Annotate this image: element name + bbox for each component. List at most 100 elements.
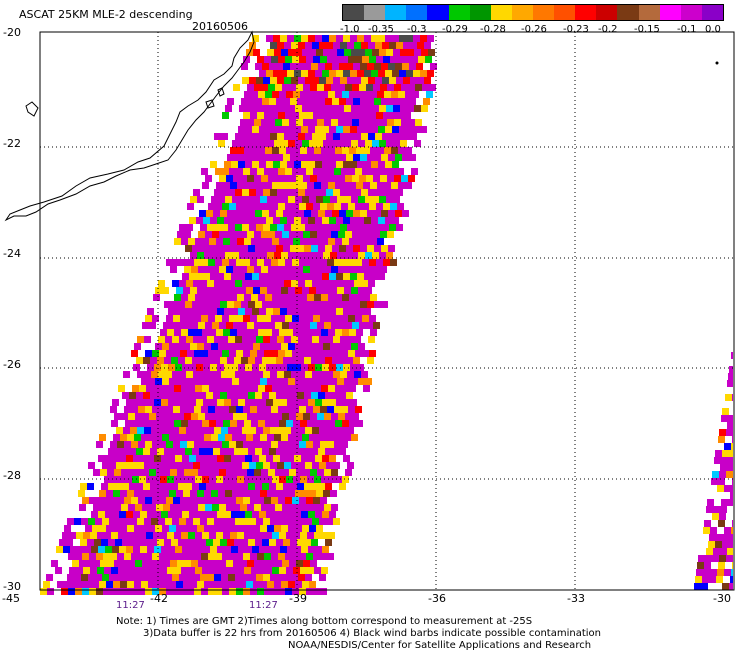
swath-pixel <box>303 266 310 273</box>
swath-pixel <box>325 357 332 364</box>
swath-pixel <box>424 77 431 84</box>
swath-pixel <box>312 371 319 378</box>
swath-pixel <box>129 392 136 399</box>
swath-pixel <box>166 350 173 357</box>
swath-pixel <box>349 294 356 301</box>
swath-pixel <box>365 378 372 385</box>
swath-pixel <box>156 413 163 420</box>
swath-pixel <box>266 455 273 462</box>
swath-pixel <box>317 469 324 476</box>
swath-pixel <box>370 329 377 336</box>
swath-pixel <box>413 126 420 133</box>
swath-pixel <box>361 189 368 196</box>
swath-pixel <box>85 581 92 588</box>
swath-pixel <box>255 245 262 252</box>
swath-pixel <box>228 224 235 231</box>
swath-pixel <box>346 98 353 105</box>
swath-pixel <box>182 308 189 315</box>
swath-pixel <box>178 357 185 364</box>
swath-pixel <box>207 462 214 469</box>
swath-pixel <box>727 464 733 471</box>
swath-pixel <box>127 490 134 497</box>
swath-pixel <box>242 336 249 343</box>
swath-pixel <box>143 357 150 364</box>
color-scale-segment <box>427 5 449 20</box>
swath-pixel <box>329 273 336 280</box>
swath-pixel <box>293 91 300 98</box>
swath-pixel <box>386 140 393 147</box>
swath-pixel <box>200 371 207 378</box>
swath-pixel <box>335 329 342 336</box>
swath-pixel <box>309 105 316 112</box>
swath-pixel <box>273 126 280 133</box>
swath-pixel <box>290 210 297 217</box>
swath-pixel <box>718 562 725 569</box>
swath-pixel <box>264 497 271 504</box>
swath-pixel <box>153 420 160 427</box>
swath-pixel <box>277 371 284 378</box>
swath-pixel <box>96 553 103 560</box>
swath-pixel <box>218 343 225 350</box>
swath-pixel <box>334 350 341 357</box>
swath-pixel <box>371 35 378 42</box>
swath-pixel <box>289 413 296 420</box>
swath-pixel <box>273 399 280 406</box>
swath-pixel <box>274 287 281 294</box>
swath-pixel <box>194 350 201 357</box>
swath-pixel <box>235 427 242 434</box>
swath-pixel <box>291 280 298 287</box>
swath-pixel <box>283 154 290 161</box>
swath-pixel <box>132 476 139 483</box>
swath-pixel <box>152 350 159 357</box>
swath-pixel <box>216 420 223 427</box>
swath-pixel <box>243 497 250 504</box>
swath-pixel <box>346 301 353 308</box>
swath-pixel <box>390 168 397 175</box>
swath-pixel <box>288 105 295 112</box>
swath-pixel <box>148 490 155 497</box>
swath-pixel <box>258 329 265 336</box>
swath-pixel <box>400 105 407 112</box>
swath-pixel <box>414 140 421 147</box>
swath-pixel <box>298 224 305 231</box>
swath-pixel <box>337 140 344 147</box>
swath-pixel <box>103 497 110 504</box>
swath-pixel <box>347 280 354 287</box>
swath-pixel <box>403 42 410 49</box>
swath-pixel <box>305 280 312 287</box>
swath-pixel <box>125 567 132 574</box>
swath-pixel <box>131 497 138 504</box>
swath-pixel <box>227 154 234 161</box>
swath-pixel <box>340 371 347 378</box>
swath-pixel <box>302 287 309 294</box>
swath-pixel <box>251 329 258 336</box>
swath-pixel <box>295 525 302 532</box>
swath-pixel <box>229 497 236 504</box>
swath-pixel <box>155 287 162 294</box>
swath-pixel <box>405 147 412 154</box>
swath-pixel <box>339 154 346 161</box>
swath-pixel <box>88 574 95 581</box>
swath-pixel <box>321 294 328 301</box>
swath-pixel <box>195 385 202 392</box>
swath-pixel <box>219 469 226 476</box>
swath-pixel <box>301 35 308 42</box>
swath-pixel <box>157 483 164 490</box>
swath-pixel <box>246 140 253 147</box>
swath-pixel <box>185 392 192 399</box>
swath-pixel <box>265 238 272 245</box>
swath-pixel <box>270 280 277 287</box>
swath-pixel <box>197 490 204 497</box>
swath-pixel <box>270 133 277 140</box>
swath-pixel <box>213 539 220 546</box>
swath-pixel <box>369 112 376 119</box>
swath-pixel <box>257 350 264 357</box>
swath-pixel <box>400 49 407 56</box>
swath-pixel <box>143 539 150 546</box>
swath-pixel <box>312 42 319 49</box>
lat-label: -22 <box>3 137 21 150</box>
swath-pixel <box>249 371 256 378</box>
swath-pixel <box>255 448 262 455</box>
swath-pixel <box>257 56 264 63</box>
swath-pixel <box>290 539 297 546</box>
